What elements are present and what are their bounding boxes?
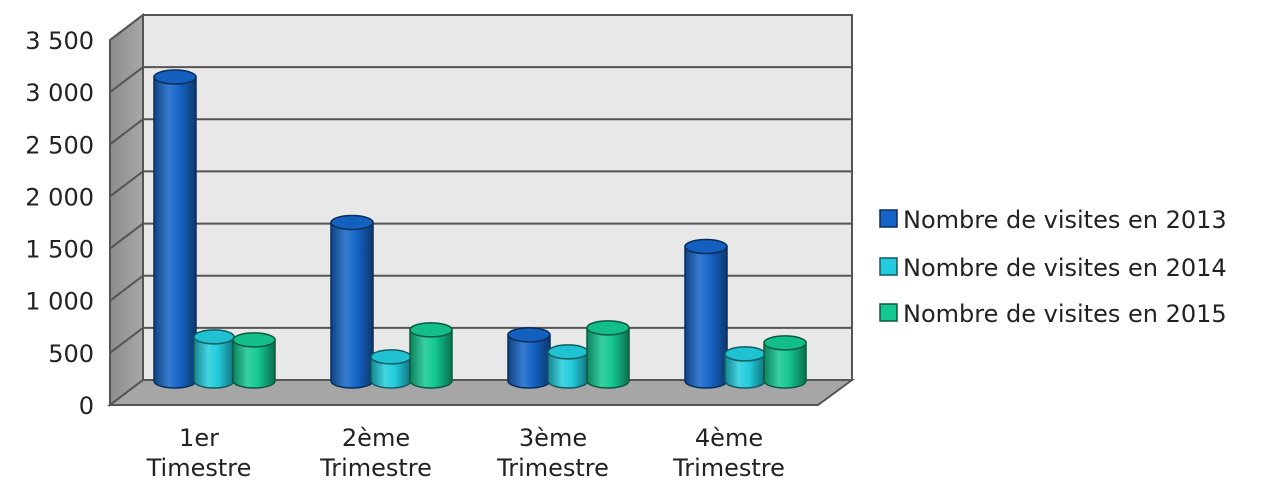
bar	[763, 342, 807, 389]
bar	[153, 76, 197, 389]
bar	[232, 339, 276, 389]
bar-top	[763, 335, 807, 351]
x-category-label: 1er Timestre	[146, 424, 252, 480]
bar-top	[370, 349, 412, 365]
y-tick-label: 2 500	[25, 131, 94, 159]
y-axis-ticks: 0 500 1 000 1 500 2 000 2 500 3 000 3 500	[25, 27, 94, 420]
bar-top	[724, 346, 766, 362]
chart-walls	[107, 12, 856, 408]
gridline-side	[109, 14, 144, 41]
bar-top	[586, 320, 630, 336]
legend-label: Nombre de visites en 2015	[903, 300, 1227, 328]
bars	[153, 69, 807, 389]
gridline-side	[109, 222, 144, 250]
x-category-label: 3ème Trimestre	[496, 424, 609, 480]
side-wall	[109, 12, 144, 408]
bar	[507, 334, 551, 389]
bar-top	[409, 322, 453, 338]
bar-top	[153, 69, 197, 85]
legend-swatch	[879, 303, 898, 322]
y-tick-label: 3 500	[25, 27, 94, 55]
gridlines	[109, 14, 852, 354]
legend-label: Nombre de visites en 2013	[903, 206, 1227, 234]
bar	[409, 329, 453, 389]
gridline-side	[109, 274, 144, 302]
y-tick-label: 500	[48, 340, 94, 368]
bar-top	[232, 332, 276, 348]
gridline-side	[109, 66, 144, 93]
bar-top	[193, 329, 235, 345]
y-tick-label: 3 000	[25, 79, 94, 107]
gridline-side	[109, 170, 144, 198]
bar	[586, 327, 630, 389]
x-category-label: 4ème Trimestre	[672, 424, 785, 480]
legend-swatch	[879, 209, 898, 228]
y-tick-label: 1 000	[25, 288, 94, 316]
back-wall	[142, 14, 853, 381]
bar	[684, 245, 728, 389]
gridline-side	[109, 327, 144, 354]
legend: Nombre de visites en 2013 Nombre de visit…	[879, 206, 1227, 328]
bar-top	[507, 327, 551, 343]
bar	[330, 221, 374, 389]
y-tick-label: 2 000	[25, 183, 94, 211]
bar-top	[330, 214, 374, 231]
legend-swatch	[879, 257, 898, 276]
legend-label: Nombre de visites en 2014	[903, 254, 1227, 282]
x-category-label: 2ème Trimestre	[319, 424, 432, 480]
floor	[107, 379, 856, 406]
y-tick-label: 0	[79, 392, 94, 420]
bar-top	[547, 344, 589, 360]
gridline-side	[109, 118, 144, 146]
y-tick-label: 1 500	[25, 236, 94, 264]
bar-top	[684, 238, 728, 255]
x-axis-categories: 1er Timestre 2ème Trimestre 3ème Trimestre 4èm…	[146, 424, 785, 480]
